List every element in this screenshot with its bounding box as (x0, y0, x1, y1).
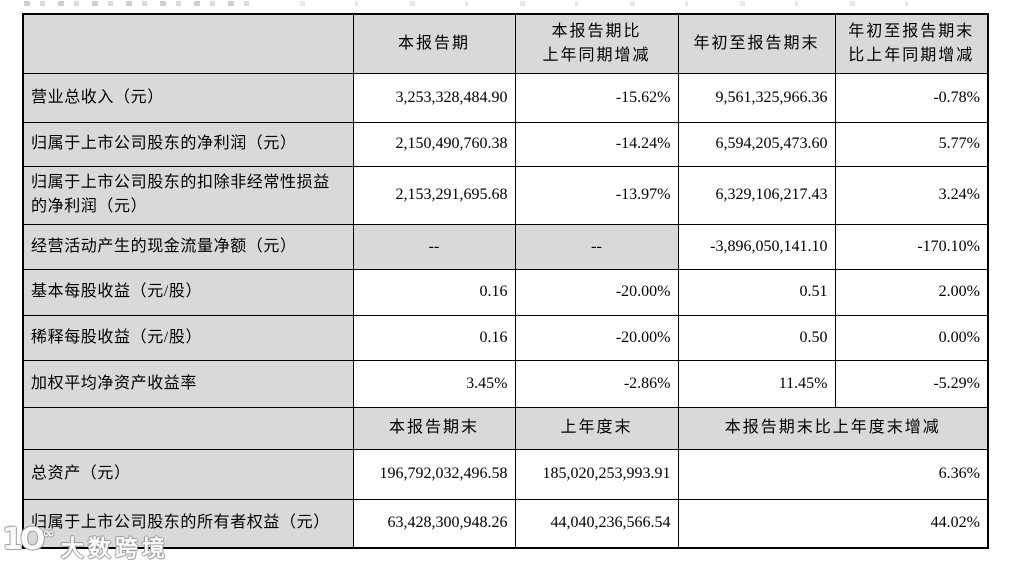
cell-value: -- (352, 223, 516, 270)
cell-value: 6,329,106,217.43 (677, 165, 836, 225)
table-row: 归属于上市公司股东的所有者权益（元） 63,428,300,948.26 44,… (22, 498, 989, 549)
header-empty-cell (22, 13, 354, 74)
cell-value: -- (514, 223, 679, 270)
cell-value: 6,594,205,473.60 (677, 121, 836, 167)
row-label: 归属于上市公司股东的所有者权益（元） (22, 498, 354, 549)
table-row: 稀释每股收益（元/股） 0.16 -20.00% 0.50 0.00% (22, 314, 989, 361)
row-label: 总资产（元） (22, 448, 354, 500)
row-label: 加权平均净资产收益率 (22, 359, 354, 408)
cell-value: -3,896,050,141.10 (677, 223, 836, 270)
header-empty-cell (22, 406, 354, 450)
table-header-row-1: 本报告期 本报告期比 上年同期增减 年初至报告期末 年初至报告期末 比上年同期增… (22, 13, 989, 74)
cell-value: 0.00% (834, 314, 989, 361)
table-row: 加权平均净资产收益率 3.45% -2.86% 11.45% -5.29% (22, 359, 989, 408)
financial-summary-table: 本报告期 本报告期比 上年同期增减 年初至报告期末 年初至报告期末 比上年同期增… (22, 13, 989, 549)
cell-value: 9,561,325,966.36 (677, 72, 836, 123)
table-row: 经营活动产生的现金流量净额（元） -- -- -3,896,050,141.10… (22, 223, 989, 270)
row-label: 归属于上市公司股东的净利润（元） (22, 121, 354, 167)
cell-value: 196,792,032,496.58 (352, 448, 516, 500)
cell-value: 2,150,490,760.38 (352, 121, 516, 167)
cropped-text-remnant (24, 1, 262, 6)
cell-value: -2.86% (514, 359, 679, 408)
cell-value: -15.62% (514, 72, 679, 123)
row-label: 基本每股收益（元/股） (22, 268, 354, 316)
cropped-text-remnant (300, 1, 960, 6)
cell-value: 2,153,291,695.68 (352, 165, 516, 225)
cell-value: 44.02% (677, 498, 989, 549)
table-row: 总资产（元） 196,792,032,496.58 185,020,253,99… (22, 448, 989, 500)
cell-value: -170.10% (834, 223, 989, 270)
cell-value: 3.24% (834, 165, 989, 225)
row-label: 稀释每股收益（元/股） (22, 314, 354, 361)
cell-value: 6.36% (677, 448, 989, 500)
header-prior-year-end: 上年度末 (514, 406, 679, 450)
cell-value: 63,428,300,948.26 (352, 498, 516, 549)
table-header-row-2: 本报告期末 上年度末 本报告期末比上年度末增减 (22, 406, 989, 450)
cell-value: 0.51 (677, 268, 836, 316)
row-label: 经营活动产生的现金流量净额（元） (22, 223, 354, 270)
cell-value: 0.16 (352, 268, 516, 316)
table-row: 营业总收入（元） 3,253,328,484.90 -15.62% 9,561,… (22, 72, 989, 123)
cell-value: 11.45% (677, 359, 836, 408)
header-ytd: 年初至报告期末 (677, 13, 836, 74)
cell-value: -14.24% (514, 121, 679, 167)
cell-value: 3,253,328,484.90 (352, 72, 516, 123)
header-period-end: 本报告期末 (352, 406, 516, 450)
cell-value: 0.50 (677, 314, 836, 361)
cell-value: 5.77% (834, 121, 989, 167)
cell-value: -20.00% (514, 268, 679, 316)
table-row: 基本每股收益（元/股） 0.16 -20.00% 0.51 2.00% (22, 268, 989, 316)
header-period-end-change: 本报告期末比上年度末增减 (677, 406, 989, 450)
cell-value: -5.29% (834, 359, 989, 408)
cell-value: 2.00% (834, 268, 989, 316)
cell-value: -20.00% (514, 314, 679, 361)
cell-value: 0.16 (352, 314, 516, 361)
header-ytd-vs-prior: 年初至报告期末 比上年同期增减 (834, 13, 989, 74)
row-label: 归属于上市公司股东的扣除非经常性损益 的净利润（元） (22, 165, 354, 225)
cell-value: 185,020,253,993.91 (514, 448, 679, 500)
cell-value: -13.97% (514, 165, 679, 225)
cell-value: 44,040,236,566.54 (514, 498, 679, 549)
table-row: 归属于上市公司股东的扣除非经常性损益 的净利润（元） 2,153,291,695… (22, 165, 989, 225)
header-current-vs-prior: 本报告期比 上年同期增减 (514, 13, 679, 74)
cell-value: -0.78% (834, 72, 989, 123)
cell-value: 3.45% (352, 359, 516, 408)
row-label: 营业总收入（元） (22, 72, 354, 123)
header-current-period: 本报告期 (352, 13, 516, 74)
table-row: 归属于上市公司股东的净利润（元） 2,150,490,760.38 -14.24… (22, 121, 989, 167)
